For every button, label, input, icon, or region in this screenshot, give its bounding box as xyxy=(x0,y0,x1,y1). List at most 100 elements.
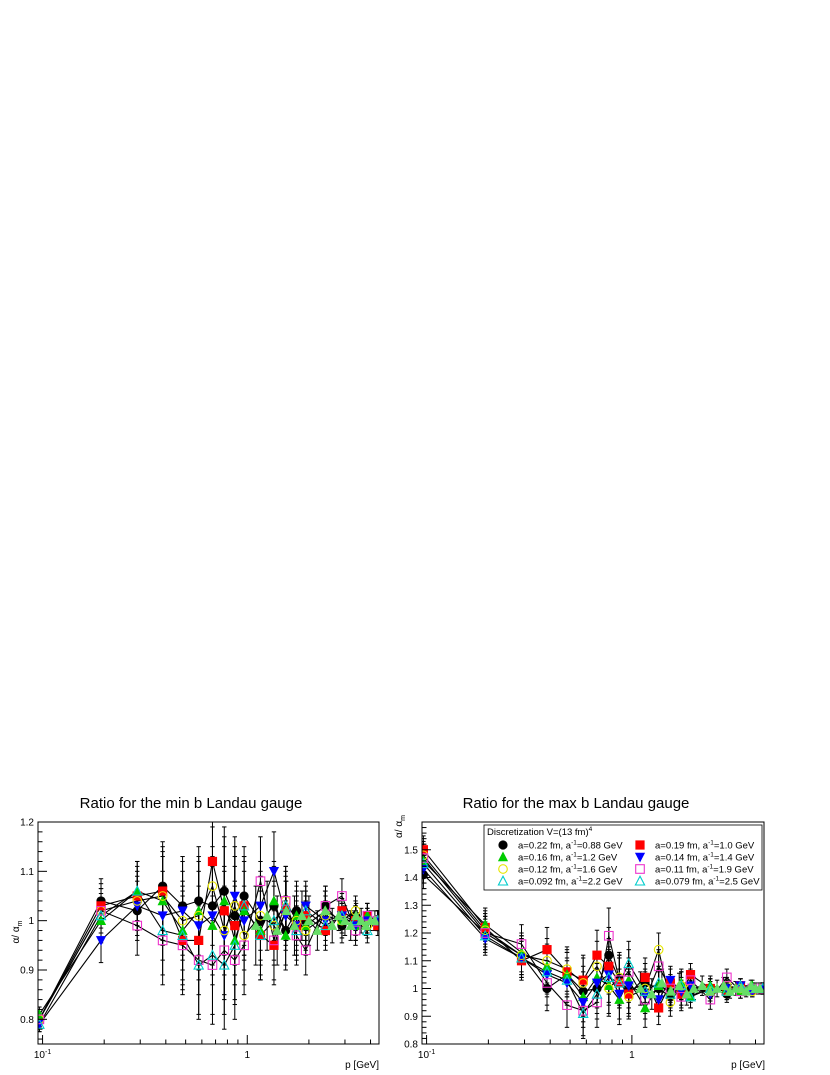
chart-left-series-7-point xyxy=(327,920,338,930)
chart-right-series-5-point xyxy=(422,853,429,863)
chart-left-series-7-point xyxy=(296,910,308,921)
chart-right-series-5-point xyxy=(562,1000,572,1010)
chart-right-y-tick-label: 1.1 xyxy=(404,956,418,967)
chart-left-x-tick-label: 10-1 xyxy=(34,1049,51,1061)
legend-title-exponent: 4 xyxy=(589,826,593,833)
chart-left-series-2-point xyxy=(219,895,230,906)
chart-left-series-7-point xyxy=(345,920,356,930)
legend-marker xyxy=(498,840,508,850)
chart-right-series-4-point xyxy=(592,961,602,972)
chart-left-plot-area xyxy=(38,822,379,1033)
chart-left-series-5-point xyxy=(300,945,311,956)
chart-right-series-7-point xyxy=(754,983,764,993)
legend-entry-label: a=0.19 fm, a-1=1.0 GeV xyxy=(655,840,755,852)
chart-left-series-1-point xyxy=(207,856,218,867)
chart-right-series-3-point xyxy=(541,970,553,981)
chart-left-series-4-point xyxy=(229,901,240,911)
legend-entry: a=0.19 fm, a-1=1.0 GeV xyxy=(635,840,755,852)
chart-left-series-7-point xyxy=(272,925,283,935)
chart-left-series-2-point xyxy=(300,920,311,930)
chart-left-series-5-point xyxy=(280,896,291,906)
chart-right-series-6-point xyxy=(422,857,429,869)
chart-right-y-label-main: α/ α xyxy=(394,821,405,838)
chart-left-series-5-point xyxy=(177,940,188,951)
chart-left-y-tick-label: 1.1 xyxy=(20,867,34,878)
chart-left-series-2-point xyxy=(207,920,218,930)
chart-left-series-7-point xyxy=(356,915,367,925)
chart-right-y-axis-label: α/ αm xyxy=(394,815,407,838)
chart-left-y-tick-label: 0.9 xyxy=(20,966,34,977)
chart-right-series-0-point xyxy=(542,983,552,994)
chart-left-series-4-point xyxy=(219,925,230,936)
chart-left-ticks: 0.8 0.9 1 1.1 1.2 10-1 1 xyxy=(20,818,372,1061)
chart-right-series-6-point xyxy=(591,988,603,999)
chart-right-series-1-point xyxy=(604,961,614,971)
chart-right-series-3-point xyxy=(578,998,589,1008)
legend: Discretization V=(13 fm)4 a=0.22 fm, a-1… xyxy=(483,824,763,891)
chart-left-series-5-point xyxy=(132,920,143,931)
chart-right-series-6-point xyxy=(561,974,573,985)
chart-right-series-5-point xyxy=(614,975,625,986)
chart-left-series-5-point xyxy=(255,876,266,887)
chart-right-series-5-point xyxy=(653,961,664,972)
chart-right-series-2-point xyxy=(603,980,614,991)
chart-left-series-2-point xyxy=(268,895,280,906)
chart-left-series-3-point xyxy=(193,921,204,932)
chart-left-series-1-point xyxy=(177,935,188,945)
chart-left-series-6-point xyxy=(218,959,230,970)
chart-right-y-tick-label: 1 xyxy=(412,984,418,995)
chart-right-x-tick-label: 1 xyxy=(629,1050,635,1061)
chart-right-series-5-point xyxy=(578,1005,589,1016)
legend-entry-label: a=0.16 fm, a-1=1.2 GeV xyxy=(518,852,618,864)
chart-right-series-7-point xyxy=(681,988,692,999)
chart-right-series-5-point xyxy=(542,978,552,988)
chart-left-x-tick-label: 1 xyxy=(244,1050,250,1061)
legend-marker xyxy=(497,851,509,862)
chart-right-series-6-point xyxy=(577,1007,589,1019)
chart-right-series-1-point xyxy=(640,972,650,982)
chart-left-series-5-point xyxy=(157,935,168,946)
chart-left-series-3-point xyxy=(95,936,107,946)
chart-right-series-2-point xyxy=(640,1002,651,1013)
chart-left-series-7-point xyxy=(289,920,300,930)
chart-left-y-tick-label: 1 xyxy=(28,916,34,927)
chart-left-series-7-point xyxy=(320,905,331,916)
chart-right-series-7-point xyxy=(711,983,723,993)
chart-right-series-3-point xyxy=(665,975,676,986)
chart-right-title: Ratio for the max b Landau gauge xyxy=(463,795,690,812)
chart-left-series-0-point xyxy=(219,886,229,896)
chart-left-series-6-point xyxy=(177,929,189,941)
chart-right-series-7-point xyxy=(704,985,716,996)
chart-right-series-4-point xyxy=(623,991,634,1002)
chart-left-series-7-point xyxy=(312,925,323,935)
chart-right-series-6-point xyxy=(479,929,491,941)
chart-right-series-3-point xyxy=(623,981,634,992)
chart-left-series-6-point xyxy=(291,924,303,936)
chart-left-series-4-point xyxy=(193,910,204,921)
chart-left-series-4-point xyxy=(300,925,311,936)
chart-left-series-6-point xyxy=(238,899,250,911)
chart-left-series-5-point xyxy=(362,910,373,921)
chart-left-series-1-point xyxy=(96,901,106,911)
chart-left-series-1-point xyxy=(219,906,229,916)
chart-left-series-0-point xyxy=(255,916,266,926)
chart-right-series-3-point xyxy=(614,989,625,1000)
chart-left-y-label-main: α/ α xyxy=(11,926,22,943)
legend-marker xyxy=(497,875,509,886)
chart-left-series-5-point xyxy=(219,945,230,956)
chart-right-series-6-point xyxy=(603,971,615,982)
chart-left-series-5-point xyxy=(229,955,240,965)
chart-right-series-6-point xyxy=(516,951,528,963)
legend-entry-label: a=0.092 fm, a-1=2.2 GeV xyxy=(518,876,623,888)
chart-right-y-tick-label: 1.3 xyxy=(404,901,418,912)
chart-left-frame xyxy=(37,821,380,1045)
chart-left-series-5-point xyxy=(291,930,302,941)
chart-left-series-5-line xyxy=(38,881,379,1020)
chart-right-series-5-point xyxy=(480,928,491,938)
chart-left-series-7-point xyxy=(262,910,273,921)
chart-left-series-3-point xyxy=(255,901,266,912)
chart-right-series-7-point xyxy=(741,985,752,996)
chart-left-series-2-point xyxy=(280,930,291,940)
chart-right-series-1-point xyxy=(542,945,552,955)
